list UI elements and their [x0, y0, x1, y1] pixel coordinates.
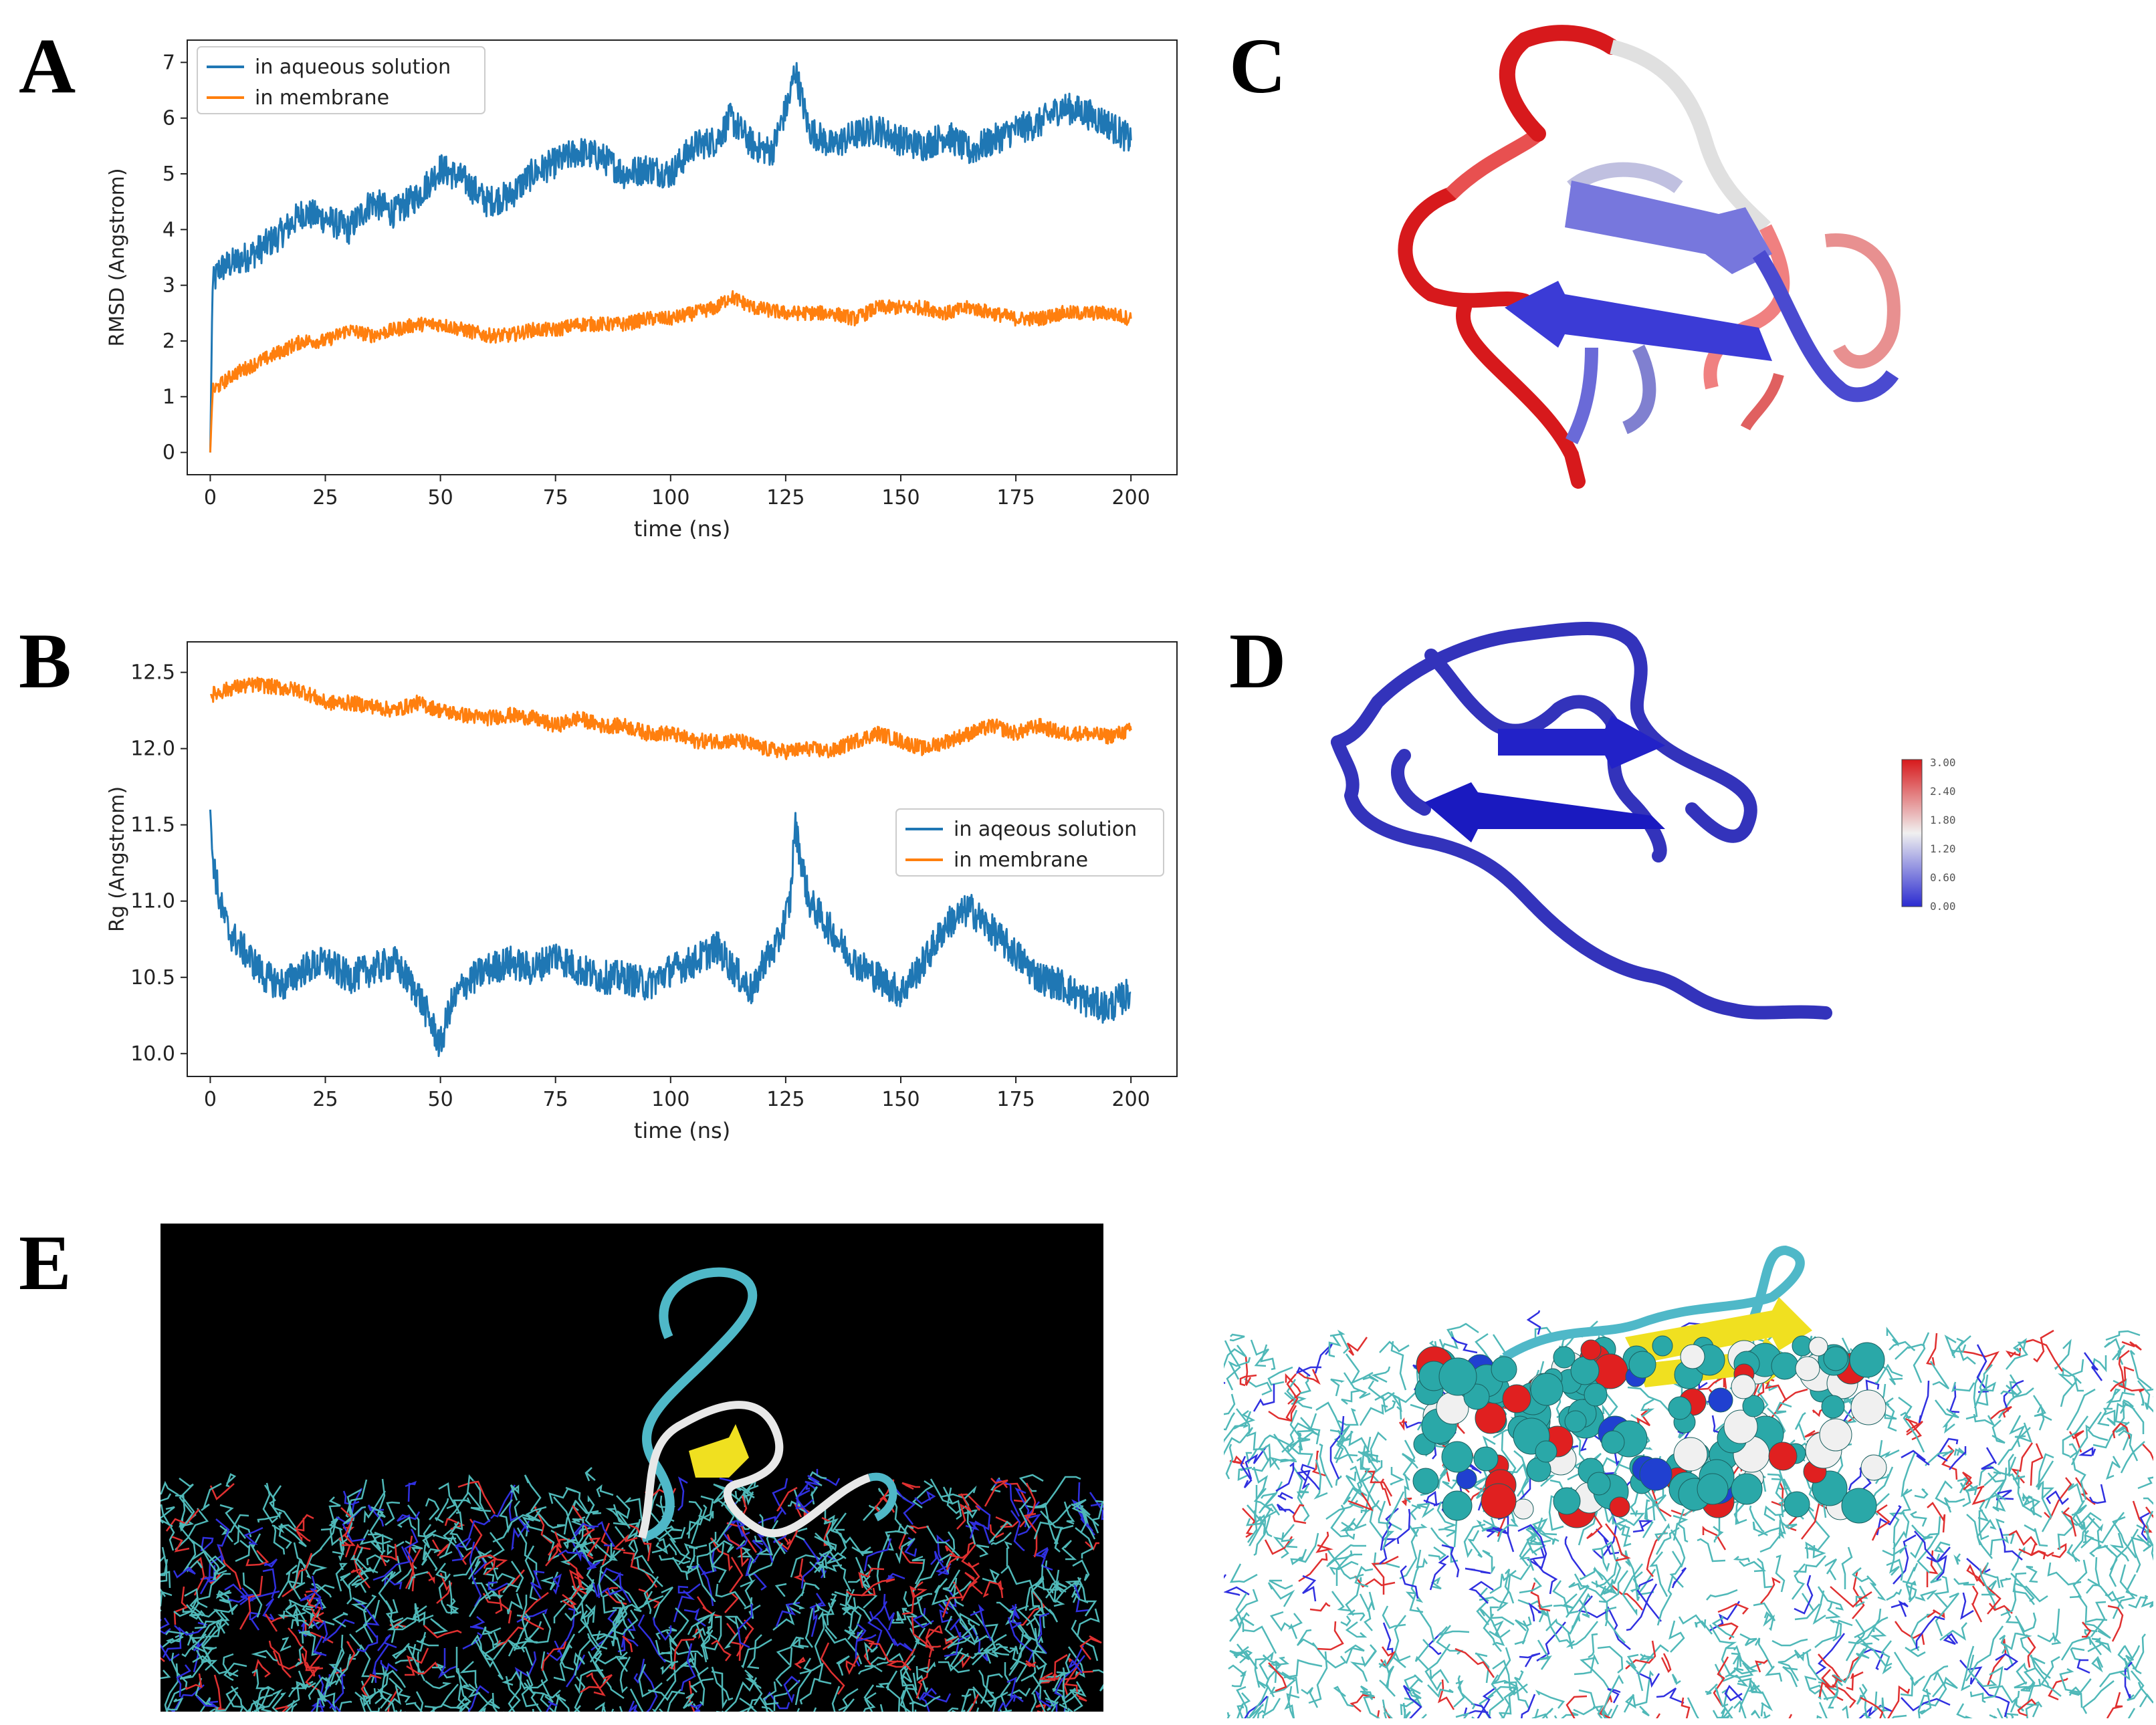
loop-segment — [1824, 233, 1901, 369]
y-tick-label: 10.0 — [130, 1042, 175, 1066]
series-line-aqueous — [209, 809, 1131, 1057]
x-tick-label: 175 — [996, 1088, 1035, 1111]
color-scale-tick-label: 1.20 — [1930, 842, 1956, 855]
x-tick-label: 200 — [1112, 486, 1150, 509]
panel-label-e: E — [19, 1219, 72, 1306]
membrane-snapshot-f — [1224, 1224, 2153, 1718]
panel-label-c: C — [1229, 22, 1287, 110]
x-tick-label: 0 — [204, 486, 217, 509]
x-tick-label: 0 — [204, 1088, 217, 1111]
x-tick-label: 25 — [312, 1088, 338, 1111]
lipid-bilayer — [160, 1467, 1103, 1712]
beta-strand — [1424, 782, 1665, 842]
y-tick-label: 5 — [163, 162, 175, 186]
panel-label-a: A — [19, 22, 76, 110]
color-scale-tick-label: 2.40 — [1930, 785, 1956, 798]
rmsd-chart: 0 25 50 75 100 125 150 175 200 0 1 2 3 4 5 6 7 time (ns) R… — [100, 13, 1184, 548]
beta-strand — [1565, 181, 1772, 274]
loop-segment — [1446, 128, 1543, 199]
loop-segment — [1566, 347, 1598, 445]
y-tick-label: 7 — [163, 51, 175, 74]
protein-ribbon — [638, 1267, 897, 1542]
legend-label: in membrane — [255, 86, 389, 110]
x-tick-label: 100 — [651, 486, 689, 509]
y-tick-label: 4 — [163, 218, 175, 241]
x-tick-label: 200 — [1112, 1088, 1150, 1111]
series-line-membrane — [209, 677, 1132, 760]
beta-strand — [1498, 715, 1665, 769]
color-scale-tick-label: 0.60 — [1930, 871, 1956, 884]
backbone-coil — [1424, 649, 1667, 862]
legend-label: in aqeous solution — [954, 818, 1137, 841]
loop-segment — [1398, 187, 1532, 308]
x-axis-label: time (ns) — [634, 1118, 730, 1143]
y-tick-label: 11.0 — [130, 890, 175, 913]
color-scale-bar — [1901, 759, 1923, 907]
loop-segment — [1752, 249, 1899, 402]
x-axis-label: time (ns) — [634, 516, 730, 542]
loop-segment — [1456, 300, 1586, 489]
legend-label: in aqueous solution — [255, 55, 451, 79]
color-scale-tick-label: 3.00 — [1930, 756, 1956, 769]
color-scale-tick-label: 0.00 — [1930, 900, 1956, 913]
loop-segment — [1499, 25, 1620, 142]
plot-frame — [187, 641, 1178, 1077]
x-tick-label: 25 — [312, 486, 338, 509]
loop-segment — [1567, 162, 1683, 194]
y-tick-label: 0 — [163, 441, 175, 465]
x-tick-label: 125 — [766, 1088, 804, 1111]
rg-chart: 0 25 50 75 100 125 150 175 200 10.0 10.5 11.0 11.5 12… — [100, 615, 1184, 1150]
panel-label-b: B — [19, 617, 72, 705]
atom-spheres — [1412, 1335, 1887, 1528]
loop-segment — [1610, 39, 1771, 233]
x-tick-label: 150 — [881, 486, 920, 509]
y-tick-label: 12.5 — [130, 661, 175, 685]
structure-image-c — [1371, 13, 1939, 495]
color-scale-legend: 3.00 2.40 1.80 1.20 0.60 0.00 — [1899, 756, 2006, 916]
legend-label: in membrane — [954, 848, 1088, 872]
membrane-snapshot-e — [160, 1224, 1103, 1712]
y-tick-label: 11.5 — [130, 814, 175, 837]
structure-image-d — [1317, 602, 1933, 1083]
y-axis-label: RMSD (Angstrom) — [106, 168, 129, 346]
panel-label-d: D — [1229, 617, 1287, 705]
y-tick-label: 2 — [163, 330, 175, 353]
beta-strand — [1505, 281, 1772, 361]
y-tick-label: 10.5 — [130, 966, 175, 990]
series-line-aqueous — [209, 62, 1132, 453]
legend-box — [895, 808, 1164, 877]
x-tick-label: 100 — [651, 1088, 689, 1111]
loop-segment — [1740, 372, 1784, 431]
backbone-coil — [1331, 735, 1832, 1020]
color-scale-tick-label: 1.80 — [1930, 814, 1956, 826]
rg-chart-svg: 0 25 50 75 100 125 150 175 200 10.0 10.5 11.0 11.5 12… — [106, 641, 1178, 1143]
plot-frame — [187, 39, 1178, 475]
x-tick-label: 75 — [543, 486, 568, 509]
y-tick-label: 3 — [163, 274, 175, 298]
x-tick-label: 50 — [428, 1088, 453, 1111]
x-tick-label: 150 — [881, 1088, 920, 1111]
series-line-membrane — [209, 290, 1132, 453]
y-tick-label: 6 — [163, 107, 175, 130]
backbone-coil — [1331, 622, 1757, 843]
x-tick-label: 175 — [996, 486, 1035, 509]
rmsd-chart-svg: 0 25 50 75 100 125 150 175 200 0 1 2 3 4 5 6 7 time (ns) R… — [106, 39, 1178, 542]
x-tick-label: 75 — [543, 1088, 568, 1111]
y-tick-label: 12.0 — [130, 737, 175, 761]
backbone-coil — [1391, 749, 1431, 816]
y-axis-label: Rg (Angstrom) — [106, 786, 129, 932]
legend-box — [197, 46, 486, 114]
y-tick-label: 1 — [163, 385, 175, 409]
loop-segment — [1703, 224, 1790, 390]
loop-segment — [1622, 344, 1656, 435]
x-tick-label: 125 — [766, 486, 804, 509]
x-tick-label: 50 — [428, 486, 453, 509]
